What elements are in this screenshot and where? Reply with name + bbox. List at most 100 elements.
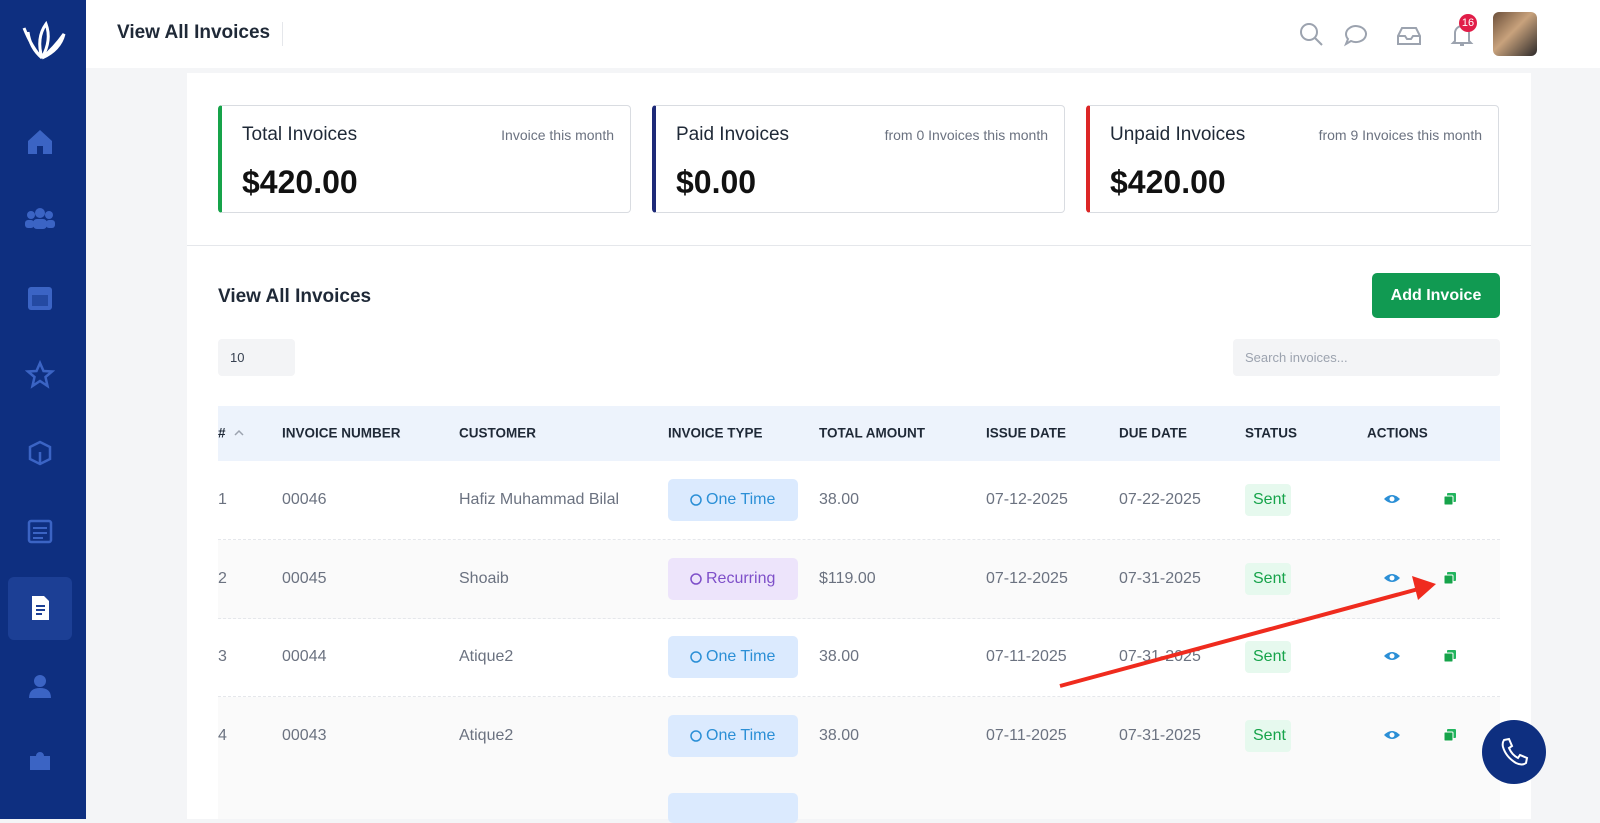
table-cell: 07-11-2025 xyxy=(986,648,1067,665)
type-icon xyxy=(690,494,702,506)
column-header: ACTIONS xyxy=(1367,425,1428,441)
invoice-type: Recurring xyxy=(706,569,776,587)
type-badge: Recurring xyxy=(668,557,798,600)
table-cell: 07-11-2025 xyxy=(986,726,1067,744)
copy-icon xyxy=(1443,493,1456,506)
inbox-icon[interactable] xyxy=(1394,22,1424,50)
table-cell: 38.00 xyxy=(819,648,860,665)
type-icon xyxy=(690,572,702,585)
copy-action[interactable] xyxy=(1443,492,1459,508)
type-badge: One Time xyxy=(668,714,798,757)
view-action[interactable] xyxy=(1383,728,1401,744)
eye-icon xyxy=(1384,495,1400,503)
invoice-type: One Time xyxy=(706,491,776,508)
avatar[interactable] xyxy=(1493,12,1537,56)
stat-card: Paid Invoices from 0 Invoices this month $… xyxy=(652,105,1065,213)
copy-icon xyxy=(1443,571,1456,584)
column-header: ISSUE DATE xyxy=(986,425,1067,441)
table-cell: 07-31-2025 xyxy=(1119,726,1201,744)
search-input[interactable]: Search invoices... xyxy=(1233,339,1500,376)
card-title: Paid Invoices xyxy=(676,124,790,145)
search-icon[interactable] xyxy=(1298,21,1326,49)
phone-icon xyxy=(1501,737,1529,766)
card-subtitle: from 9 Invoices this month xyxy=(1318,127,1482,143)
table-cell: 4 xyxy=(218,726,227,744)
status-badge: Sent xyxy=(1245,641,1291,673)
star-icon[interactable] xyxy=(25,360,55,390)
card-amount: $420.00 xyxy=(1110,164,1226,200)
table-cell: 00044 xyxy=(282,648,327,665)
eye-icon xyxy=(1384,730,1400,739)
add-invoice-button[interactable]: Add Invoice xyxy=(1372,273,1500,318)
status-badge: Sent xyxy=(1245,562,1291,595)
card-subtitle: Invoice this month xyxy=(501,127,614,143)
column-header: INVOICE TYPE xyxy=(668,425,763,441)
stat-card: Total Invoices Invoice this month $420.00 xyxy=(218,105,631,213)
status: Sent xyxy=(1253,726,1286,744)
chat-icon[interactable] xyxy=(1342,22,1370,50)
puzzle-icon[interactable] xyxy=(25,746,55,776)
table-header xyxy=(218,406,1500,461)
copy-action[interactable] xyxy=(1443,728,1459,744)
column-header: TOTAL AMOUNT xyxy=(819,425,925,441)
card-amount: $420.00 xyxy=(242,164,358,200)
users-icon[interactable] xyxy=(25,204,55,234)
top-bar: View All Invoices 16 xyxy=(86,0,1600,68)
invoice-icon[interactable] xyxy=(25,593,55,623)
board-icon[interactable] xyxy=(25,516,55,546)
type-icon xyxy=(690,729,702,742)
status: Sent xyxy=(1253,569,1286,587)
logo xyxy=(22,20,66,60)
column-header: CUSTOMER xyxy=(459,425,537,441)
table-cell: Shoaib xyxy=(459,569,509,587)
copy-icon xyxy=(1443,728,1456,741)
table-cell: Hafiz Muhammad Bilal xyxy=(459,491,620,508)
status: Sent xyxy=(1253,491,1286,508)
view-action[interactable] xyxy=(1383,492,1401,508)
call-button[interactable] xyxy=(1482,720,1546,784)
view-action[interactable] xyxy=(1383,649,1401,665)
divider xyxy=(282,22,283,46)
column-header: INVOICE NUMBER xyxy=(282,425,401,441)
card-title: Total Invoices xyxy=(242,124,358,145)
table-cell: 38.00 xyxy=(819,491,860,508)
type-icon xyxy=(690,651,702,663)
type-badge: One Time xyxy=(668,636,798,678)
card-subtitle: from 0 Invoices this month xyxy=(884,127,1048,143)
table-row-partial xyxy=(218,775,1500,819)
table-cell: 00046 xyxy=(282,491,327,508)
eye-icon xyxy=(1384,652,1400,660)
section-title: View All Invoices xyxy=(218,286,372,307)
table-cell: 3 xyxy=(218,648,227,665)
view-action[interactable] xyxy=(1383,571,1401,587)
stat-card: Unpaid Invoices from 9 Invoices this mont… xyxy=(1086,105,1499,213)
sort-icon xyxy=(234,429,244,436)
status: Sent xyxy=(1253,648,1286,665)
copy-action[interactable] xyxy=(1443,649,1459,665)
box-icon[interactable] xyxy=(25,438,55,468)
table-cell: 07-31-2025 xyxy=(1119,569,1201,587)
calendar-icon[interactable] xyxy=(25,282,55,312)
table-cell: 07-22-2025 xyxy=(1119,491,1201,508)
status-badge: Sent xyxy=(1245,719,1291,752)
table-cell: 00045 xyxy=(282,569,327,587)
table-cell: 38.00 xyxy=(819,726,860,744)
page-title: View All Invoices xyxy=(117,22,271,43)
status-badge: Sent xyxy=(1245,484,1291,516)
card-title: Unpaid Invoices xyxy=(1110,124,1246,145)
invoice-type: One Time xyxy=(706,726,776,744)
table-cell: 07-12-2025 xyxy=(986,569,1068,587)
column-header: DUE DATE xyxy=(1119,425,1188,441)
copy-icon xyxy=(1443,650,1456,663)
profile-icon[interactable] xyxy=(25,671,55,701)
column-header: # xyxy=(218,425,226,441)
table-cell: 07-12-2025 xyxy=(986,491,1068,508)
column-header: STATUS xyxy=(1245,425,1297,441)
page-size-select[interactable]: 10 xyxy=(218,339,295,376)
eye-icon xyxy=(1384,573,1400,582)
copy-action[interactable] xyxy=(1443,571,1459,587)
home-icon[interactable] xyxy=(25,126,55,156)
